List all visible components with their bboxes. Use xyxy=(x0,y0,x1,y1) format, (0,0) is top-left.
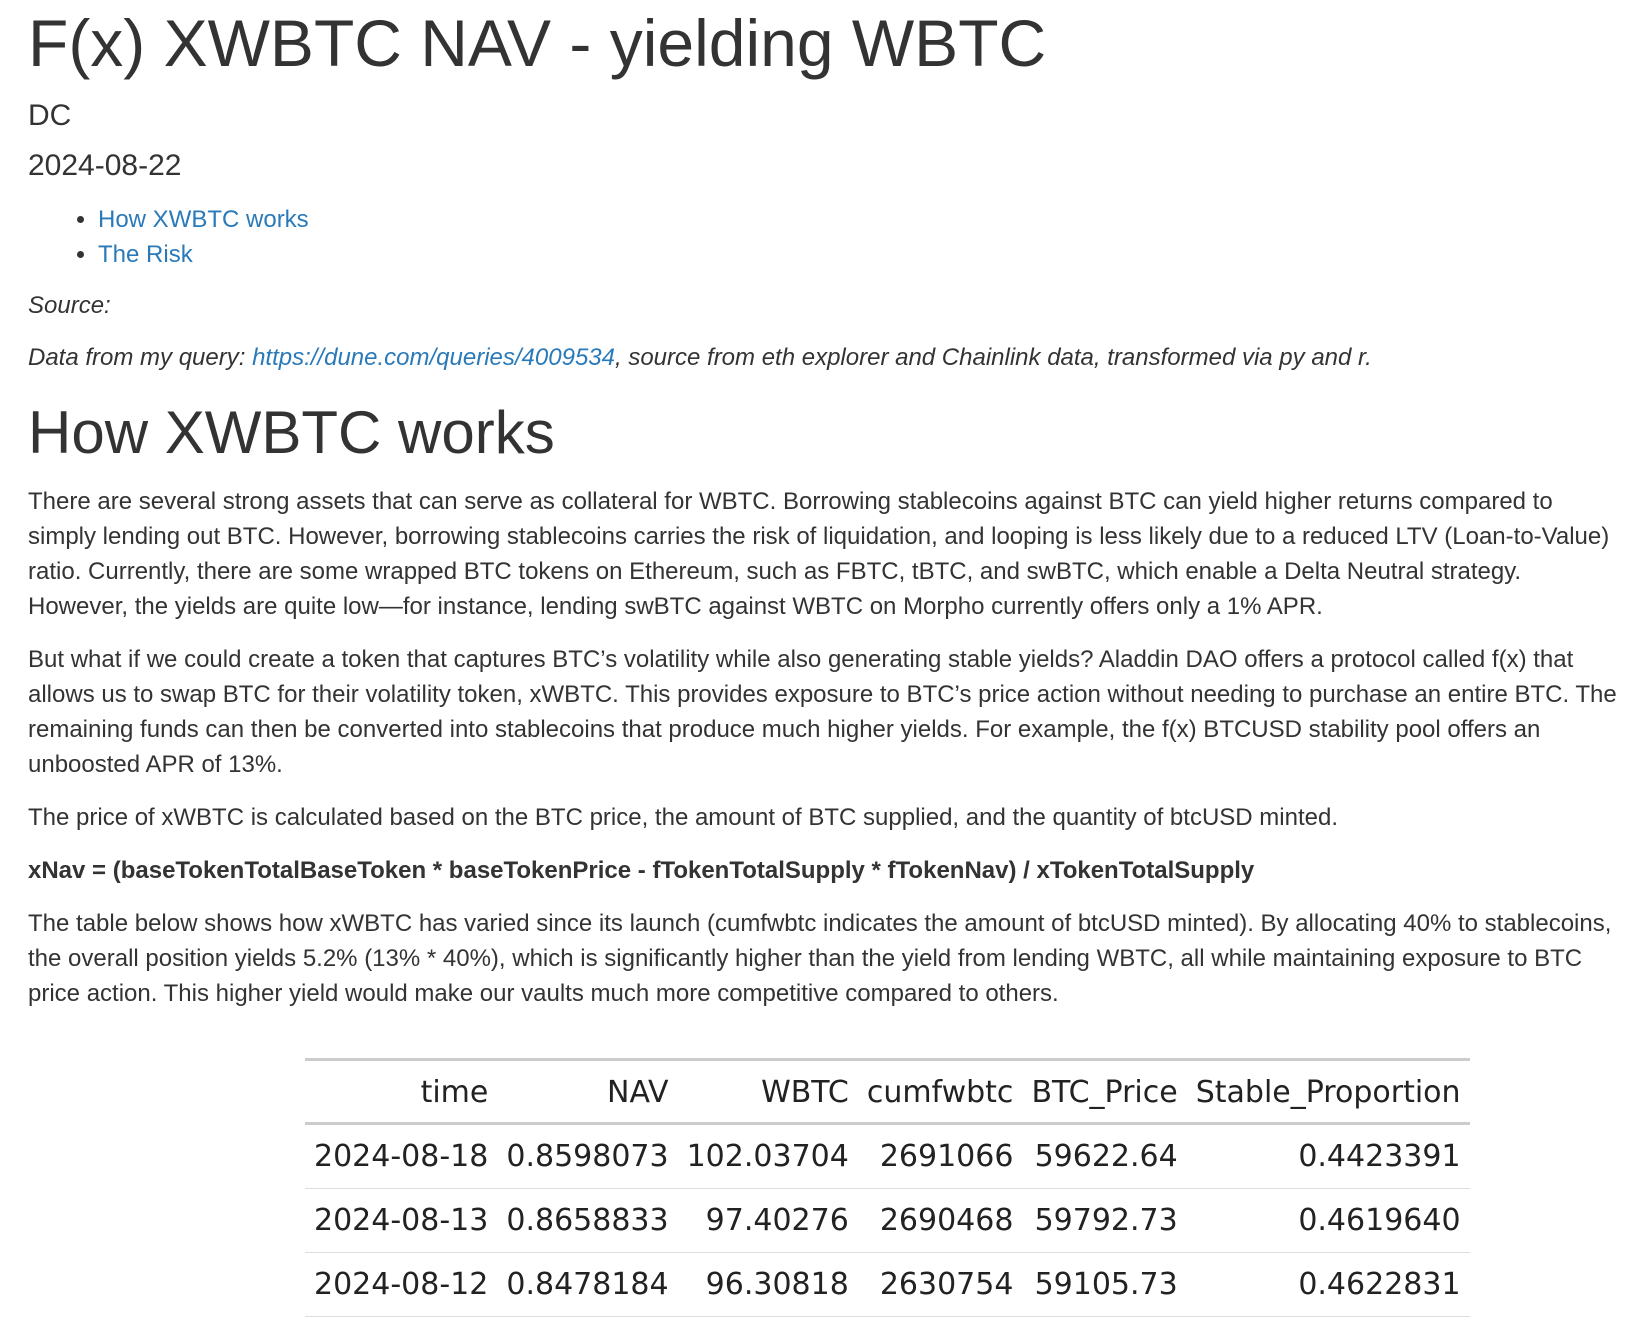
paragraph-volatility-token: But what if we could create a token that… xyxy=(28,646,1617,779)
column-header-wbtc: WBTC xyxy=(677,1059,858,1125)
source-label: Source: xyxy=(28,292,111,319)
column-header-nav: NAV xyxy=(497,1059,678,1125)
document: F(x) XWBTC NAV - yielding WBTC DC 2024-0… xyxy=(28,0,1623,1011)
toc-link-the-risk[interactable]: The Risk xyxy=(98,241,193,268)
nav-table-container: time NAV WBTC cumfwbtc BTC_Price Stable_… xyxy=(305,1058,1470,1317)
cell-cumfwbtc: 2690468 xyxy=(857,1188,1023,1253)
paragraph-table-intro: The table below shows how xWBTC has vari… xyxy=(28,910,1612,1008)
table-row: 2024-08-18 0.8598073 102.03704 2691066 5… xyxy=(305,1123,1470,1189)
cell-btc-price: 59792.73 xyxy=(1022,1188,1187,1253)
source-suffix: , source from eth explorer and Chainlink… xyxy=(614,343,1372,371)
dune-query-link[interactable]: https://dune.com/queries/4009534 xyxy=(252,343,615,371)
cell-cumfwbtc: 2691066 xyxy=(857,1123,1023,1189)
table-row: 2024-08-12 0.8478184 96.30818 2630754 59… xyxy=(305,1252,1470,1317)
cell-stable-proportion: 0.4619640 xyxy=(1186,1188,1470,1253)
cell-stable-proportion: 0.4622831 xyxy=(1186,1252,1470,1317)
nav-formula: xNav = (baseTokenTotalBaseToken * baseTo… xyxy=(28,857,1255,885)
document-title: F(x) XWBTC NAV - yielding WBTC xyxy=(28,6,1047,80)
column-header-time: time xyxy=(305,1059,498,1125)
cell-nav: 0.8598073 xyxy=(497,1123,678,1189)
source-prefix: Data from my query: xyxy=(28,343,253,371)
cell-wbtc: 96.30818 xyxy=(677,1252,858,1317)
cell-stable-proportion: 0.4423391 xyxy=(1186,1123,1470,1189)
table-header-row: time NAV WBTC cumfwbtc BTC_Price Stable_… xyxy=(305,1059,1470,1125)
source-text: Data from my query: https://dune.com/que… xyxy=(28,341,1623,375)
cell-wbtc: 97.40276 xyxy=(677,1188,858,1253)
cell-time: 2024-08-18 xyxy=(305,1123,498,1189)
section-heading: How XWBTC works xyxy=(28,399,555,467)
publish-date: 2024-08-22 xyxy=(28,149,182,182)
paragraph-collateral: There are several strong assets that can… xyxy=(28,488,1610,621)
column-header-stable-proportion: Stable_Proportion xyxy=(1186,1059,1470,1125)
toc-item: How XWBTC works xyxy=(98,202,1623,237)
author: DC xyxy=(28,99,72,132)
cell-wbtc: 102.03704 xyxy=(677,1123,858,1189)
cell-cumfwbtc: 2630754 xyxy=(857,1252,1023,1317)
toc-link-how-xwbtc-works[interactable]: How XWBTC works xyxy=(98,206,309,233)
table-row: 2024-08-13 0.8658833 97.40276 2690468 59… xyxy=(305,1188,1470,1253)
column-header-btc-price: BTC_Price xyxy=(1022,1059,1187,1125)
table-of-contents: How XWBTC works The Risk xyxy=(28,202,1623,272)
toc-item: The Risk xyxy=(98,237,1623,272)
cell-time: 2024-08-12 xyxy=(305,1252,498,1317)
cell-time: 2024-08-13 xyxy=(305,1188,498,1253)
cell-nav: 0.8478184 xyxy=(497,1252,678,1317)
nav-table: time NAV WBTC cumfwbtc BTC_Price Stable_… xyxy=(305,1058,1470,1317)
cell-btc-price: 59105.73 xyxy=(1022,1252,1187,1317)
cell-nav: 0.8658833 xyxy=(497,1188,678,1253)
column-header-cumfwbtc: cumfwbtc xyxy=(857,1059,1023,1125)
paragraph-price-calculation: The price of xWBTC is calculated based o… xyxy=(28,804,1338,832)
cell-btc-price: 59622.64 xyxy=(1022,1123,1187,1189)
